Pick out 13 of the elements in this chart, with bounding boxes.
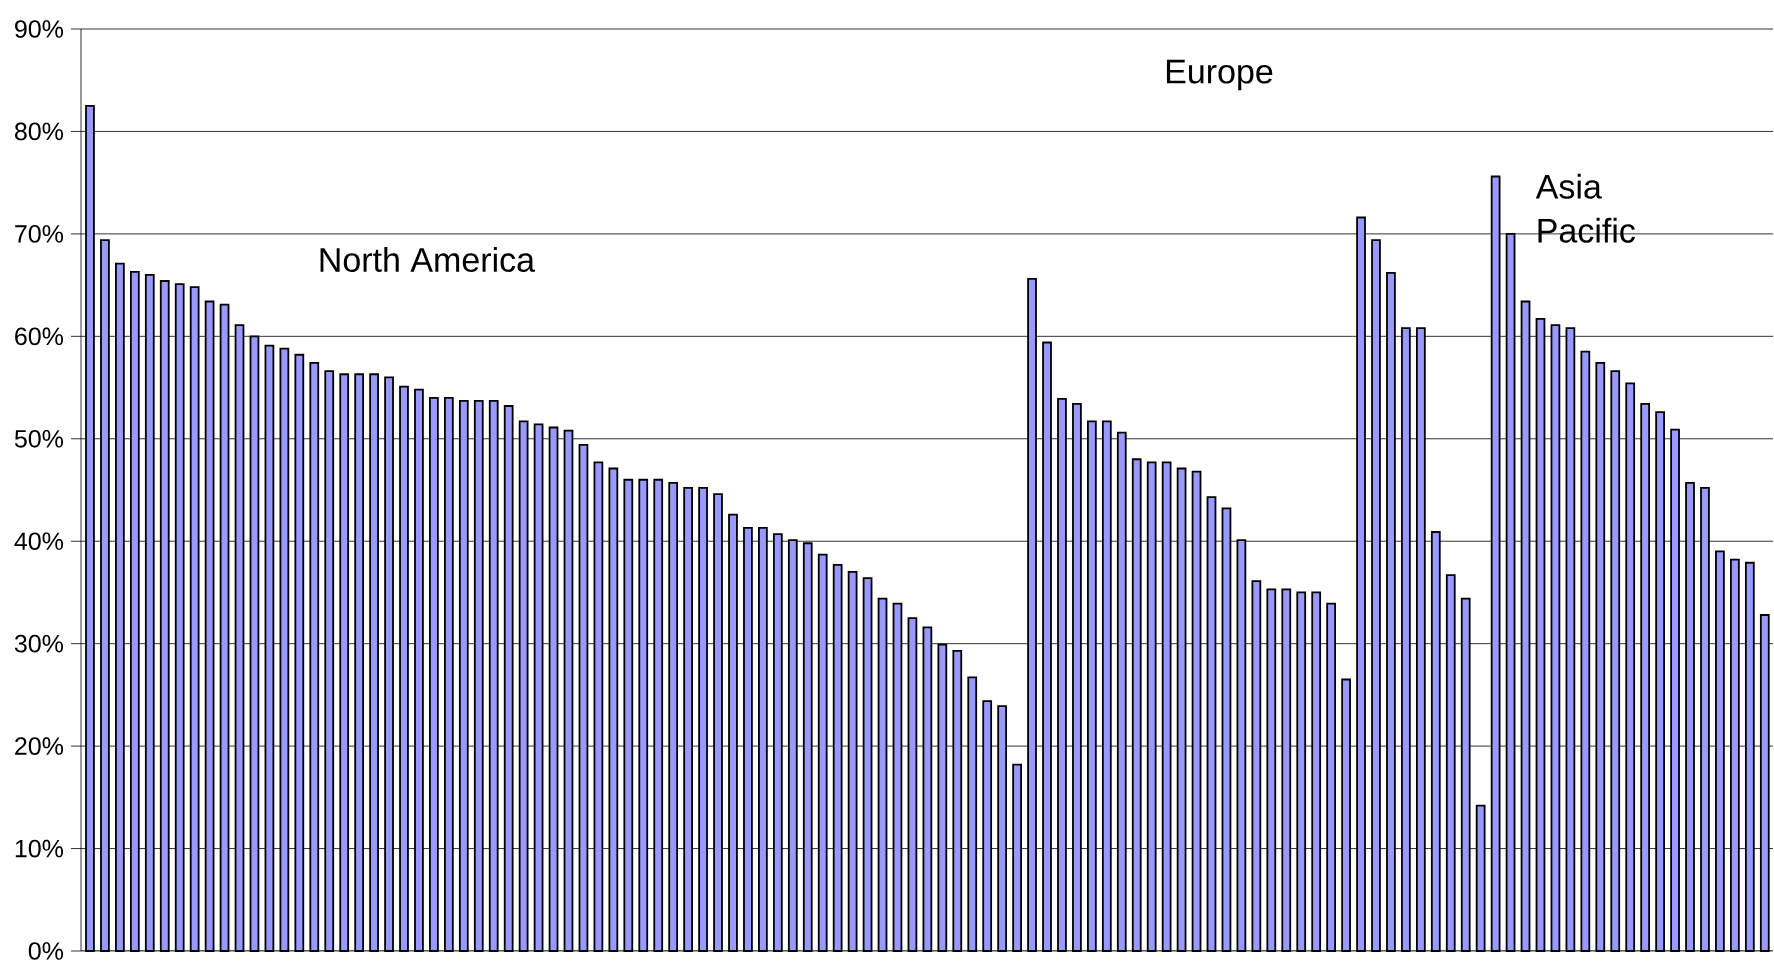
annotation: North America: [320, 247, 536, 272]
y-tick-label: 80%: [15, 122, 64, 141]
y-tick-label: 50%: [14, 429, 64, 448]
y-tick-label: 90%: [15, 20, 64, 38]
y-tick-label: 0%: [28, 942, 64, 960]
y-tick-label: 70%: [15, 225, 64, 243]
y-tick-label: 20%: [15, 737, 64, 755]
y-tick-label: 60%: [15, 327, 64, 346]
annotation: Europe: [1166, 59, 1273, 91]
y-tick-label: 10%: [15, 839, 64, 858]
y-tick-label: 30%: [14, 634, 64, 653]
y-tick-label: 40%: [14, 532, 64, 551]
annotation: Asia Pacific: [1535, 173, 1635, 243]
